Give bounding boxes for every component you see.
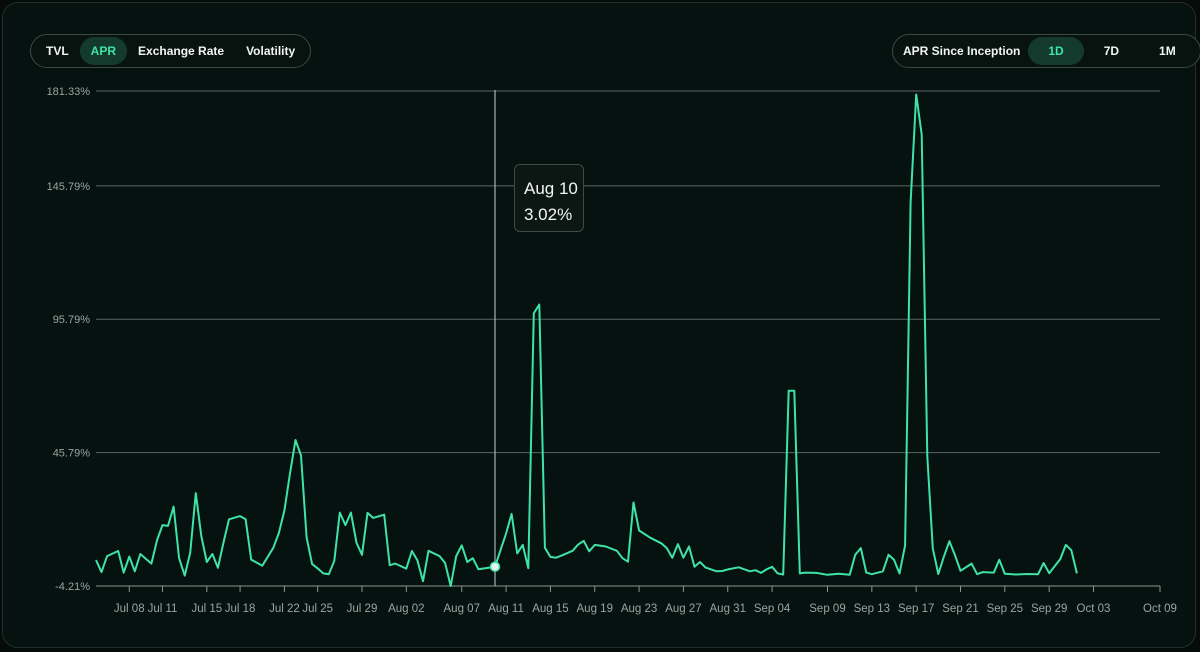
y-axis-ticks: 181.33% 145.79% 95.79% 45.79% -4.21% <box>47 86 91 593</box>
metric-tab-group: TVL APR Exchange Rate Volatility <box>30 34 312 68</box>
apr-series-line <box>95 93 1078 587</box>
y-tick-label: 145.79% <box>47 181 91 193</box>
y-tick-label: 45.79% <box>53 448 91 460</box>
x-tick-label: Jul 22 <box>269 603 300 615</box>
hover-point[interactable] <box>489 561 501 572</box>
y-tick-label: 95.79% <box>53 314 91 326</box>
x-tick-label: Sep 17 <box>898 603 934 615</box>
x-tick-label: Jul 25 <box>302 603 333 615</box>
x-tick-label: Jul 08 <box>114 603 145 615</box>
x-tick-label: Aug 23 <box>621 603 657 615</box>
y-gridlines <box>96 90 1160 587</box>
x-tick-label: Jul 11 <box>148 603 178 615</box>
x-tick-label: Jul 18 <box>225 603 256 615</box>
hover-tooltip: Aug 10 3.02% <box>514 164 584 232</box>
x-tick-label: Aug 02 <box>388 603 424 615</box>
x-tick-label: Jul 15 <box>191 603 222 615</box>
x-tick-label: Aug 19 <box>577 603 613 615</box>
tab-volatility[interactable]: Volatility <box>246 44 296 58</box>
x-tick-label: Sep 21 <box>942 603 978 615</box>
x-tick-label: Aug 27 <box>665 603 701 615</box>
x-tick-label: Sep 04 <box>754 603 791 615</box>
x-tick-label: Sep 25 <box>987 603 1023 615</box>
range-1d[interactable]: 1D <box>1028 37 1084 65</box>
x-tick-label: Oct 09 <box>1143 603 1177 615</box>
x-tick-label: Jul 29 <box>347 603 378 615</box>
x-tick-label: Aug 15 <box>532 603 568 615</box>
y-tick-label: 181.33% <box>47 86 91 98</box>
x-tick-label: Sep 09 <box>809 603 845 615</box>
x-tick-label: Oct 03 <box>1077 603 1111 615</box>
x-tick-label: Sep 29 <box>1031 603 1067 615</box>
range-tab-group: APR Since Inception 1D 7D 1M <box>892 34 1200 68</box>
y-tick-label: -4.21% <box>55 581 90 593</box>
x-tick-label: Aug 07 <box>444 603 480 615</box>
x-axis-ticks: Jul 08 Jul 11 Jul 15 Jul 18 Jul 22 Jul 25 Jul … <box>114 586 1177 615</box>
tooltip-date: Aug 10 <box>524 179 578 198</box>
range-group-label: APR Since Inception <box>903 44 1021 58</box>
tab-apr[interactable]: APR <box>79 37 128 65</box>
tab-exchange-rate[interactable]: Exchange Rate <box>138 44 225 58</box>
x-tick-label: Aug 31 <box>710 603 746 615</box>
range-7d[interactable]: 7D <box>1103 44 1120 58</box>
range-1m[interactable]: 1M <box>1159 44 1176 58</box>
tooltip-value: 3.02% <box>524 205 573 224</box>
tab-tvl[interactable]: TVL <box>46 44 69 58</box>
x-tick-label: Sep 13 <box>854 603 890 615</box>
x-tick-label: Aug 11 <box>488 603 524 615</box>
